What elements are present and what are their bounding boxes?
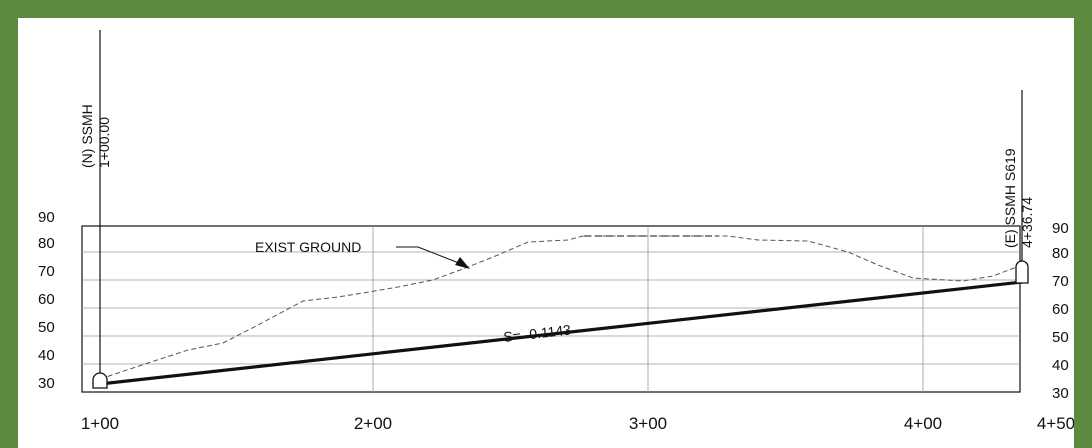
- profile-grid-box: [81, 225, 1021, 393]
- left-elev-label: 50: [38, 319, 55, 336]
- vertical-grid-lines: [372, 226, 924, 392]
- right-elev-label: 90: [1052, 220, 1069, 237]
- right-elev-label: 80: [1052, 245, 1069, 262]
- profile-sheet: 90 80 70 60 50 40 30 90 80 70 60 50 40 3…: [18, 18, 1074, 448]
- manhole-icon: [1015, 260, 1029, 284]
- station-label: 4+00: [904, 414, 942, 433]
- arrowhead-icon: [455, 257, 470, 269]
- left-elev-label: 40: [38, 347, 55, 364]
- left-elev-label: 90: [38, 209, 55, 226]
- end-manhole-name: (E) SSMH S619: [1002, 148, 1018, 248]
- station-label: 3+00: [629, 414, 667, 433]
- sewer-profile-drawing: 90 80 70 60 50 40 30 90 80 70 60 50 40 3…: [38, 30, 1074, 433]
- right-elev-label: 70: [1052, 273, 1069, 290]
- start-manhole-name: (N) SSMH: [79, 104, 95, 168]
- existing-ground-line: [99, 235, 1023, 380]
- right-elev-label: 60: [1052, 301, 1069, 318]
- station-label: 2+00: [354, 414, 392, 433]
- right-elev-label: 40: [1052, 357, 1069, 374]
- end-manhole-station: 4+36.74: [1019, 197, 1035, 248]
- station-label: 1+00: [81, 414, 119, 433]
- station-label: 4+50: [1037, 414, 1074, 433]
- start-manhole: (N) SSMH 1+00.00: [79, 30, 112, 389]
- exist-ground-label: EXIST GROUND: [255, 239, 361, 255]
- end-manhole: (E) SSMH S619 4+36.74: [1002, 90, 1035, 284]
- exist-ground-callout: EXIST GROUND: [255, 239, 470, 269]
- exist-ground-leader: [396, 246, 465, 266]
- start-manhole-station: 1+00.00: [96, 117, 112, 168]
- slope-label: S= -0.1143: [503, 321, 572, 344]
- manhole-icon: [92, 372, 108, 389]
- horizontal-grid-lines: [82, 251, 1020, 365]
- left-elev-label: 70: [38, 263, 55, 280]
- station-labels: 1+00 2+00 3+00 4+00 4+50: [81, 414, 1074, 433]
- right-elev-label: 30: [1052, 385, 1069, 402]
- left-elev-label: 80: [38, 235, 55, 252]
- sewer-pipe: [99, 280, 1023, 386]
- left-elev-label: 60: [38, 291, 55, 308]
- right-elevation-labels: 90 80 70 60 50 40 30: [1052, 220, 1069, 402]
- left-elev-label: 30: [38, 375, 55, 392]
- left-elevation-labels: 90 80 70 60 50 40 30: [38, 209, 55, 392]
- right-elev-label: 50: [1052, 329, 1069, 346]
